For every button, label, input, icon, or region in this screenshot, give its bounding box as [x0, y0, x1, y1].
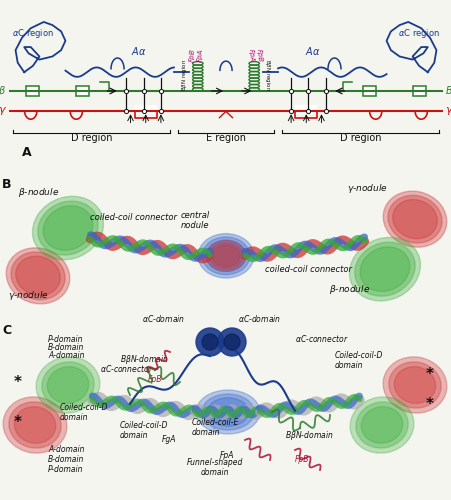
Text: B$\beta$N region: B$\beta$N region — [262, 59, 271, 92]
Text: $\alpha$C-connector: $\alpha$C-connector — [295, 333, 348, 344]
Text: FpB: FpB — [295, 455, 309, 464]
Text: FpA: FpA — [220, 451, 234, 460]
Text: $\gamma$-nodule: $\gamma$-nodule — [8, 289, 49, 302]
Ellipse shape — [206, 240, 245, 272]
Ellipse shape — [354, 242, 414, 296]
Ellipse shape — [38, 201, 98, 255]
Ellipse shape — [393, 366, 435, 404]
Text: coiled-coil connector: coiled-coil connector — [264, 266, 351, 274]
Text: C: C — [2, 324, 11, 337]
Ellipse shape — [11, 252, 65, 300]
Ellipse shape — [206, 240, 245, 272]
Text: D region: D region — [70, 133, 112, 143]
Text: *: * — [14, 374, 22, 390]
Text: central
nodule: central nodule — [180, 210, 209, 230]
Text: *: * — [425, 398, 433, 412]
Ellipse shape — [392, 200, 436, 239]
FancyBboxPatch shape — [412, 86, 425, 96]
Text: $\alpha$C region: $\alpha$C region — [397, 27, 439, 40]
Text: FpA: FpA — [247, 48, 254, 62]
Ellipse shape — [208, 242, 243, 269]
Text: FpB: FpB — [188, 48, 195, 62]
Text: A: A — [22, 146, 32, 158]
Ellipse shape — [350, 397, 413, 453]
Text: B$\beta$N region: B$\beta$N region — [180, 59, 189, 92]
Text: B$\beta$: B$\beta$ — [0, 84, 7, 98]
Text: Funnel-shaped
domain: Funnel-shaped domain — [186, 458, 243, 477]
Text: P-domain: P-domain — [48, 335, 83, 344]
Text: A-domain: A-domain — [48, 445, 84, 454]
Text: A$\alpha$: A$\alpha$ — [304, 45, 320, 57]
Ellipse shape — [9, 402, 61, 448]
Text: P-domain: P-domain — [48, 465, 83, 474]
Ellipse shape — [32, 196, 103, 260]
Circle shape — [217, 328, 245, 356]
FancyBboxPatch shape — [76, 86, 89, 96]
Text: $\gamma$: $\gamma$ — [444, 106, 451, 118]
Ellipse shape — [3, 397, 67, 453]
Text: $\gamma$-nodule: $\gamma$-nodule — [346, 182, 387, 196]
Circle shape — [196, 328, 224, 356]
Circle shape — [202, 334, 217, 350]
Text: B-domain: B-domain — [48, 343, 84, 352]
FancyBboxPatch shape — [26, 86, 39, 96]
Text: A$\alpha$: A$\alpha$ — [131, 45, 147, 57]
Text: *: * — [14, 414, 22, 430]
Ellipse shape — [207, 398, 248, 426]
Ellipse shape — [42, 362, 94, 408]
Text: $\beta$-nodule: $\beta$-nodule — [18, 186, 59, 198]
Ellipse shape — [202, 237, 249, 275]
Text: E region: E region — [206, 133, 245, 143]
Text: FgA: FgA — [161, 435, 176, 444]
Ellipse shape — [382, 191, 446, 247]
Text: Coiled-coil-E
domain: Coiled-coil-E domain — [192, 418, 239, 437]
FancyBboxPatch shape — [362, 86, 375, 96]
Ellipse shape — [388, 362, 440, 408]
Text: FpB: FpB — [256, 48, 263, 62]
Text: *: * — [425, 368, 433, 382]
Text: $\alpha$C-domain: $\alpha$C-domain — [142, 313, 184, 324]
Ellipse shape — [201, 394, 253, 430]
Text: Coiled-coil-D
domain: Coiled-coil-D domain — [60, 402, 108, 422]
Ellipse shape — [198, 234, 253, 278]
Ellipse shape — [36, 357, 100, 413]
FancyBboxPatch shape — [134, 105, 156, 115]
Text: B$\beta$N-domain: B$\beta$N-domain — [285, 429, 333, 442]
Ellipse shape — [196, 390, 259, 434]
Text: FpA: FpA — [197, 48, 204, 62]
Text: $\gamma$: $\gamma$ — [0, 106, 7, 118]
Text: B$\beta$N-domain: B$\beta$N-domain — [120, 353, 168, 366]
FancyBboxPatch shape — [295, 105, 317, 115]
Ellipse shape — [359, 247, 409, 292]
Text: coiled-coil connector: coiled-coil connector — [90, 214, 177, 222]
Ellipse shape — [387, 196, 441, 243]
Ellipse shape — [349, 238, 419, 301]
Ellipse shape — [360, 406, 402, 444]
Text: FpB: FpB — [147, 375, 162, 384]
Circle shape — [224, 334, 239, 350]
Text: $\beta$-nodule: $\beta$-nodule — [328, 284, 369, 296]
Text: A-domain: A-domain — [48, 351, 84, 360]
Text: $\alpha$C region: $\alpha$C region — [12, 27, 54, 40]
Ellipse shape — [382, 357, 446, 413]
Text: B: B — [2, 178, 11, 191]
Ellipse shape — [6, 248, 69, 304]
Ellipse shape — [14, 406, 55, 444]
Text: $\alpha$C-connector: $\alpha$C-connector — [100, 363, 153, 374]
Text: D region: D region — [339, 133, 381, 143]
Text: Coiled-coil-D
domain: Coiled-coil-D domain — [334, 350, 382, 370]
Text: $\alpha$C-domain: $\alpha$C-domain — [238, 313, 281, 324]
Ellipse shape — [47, 366, 88, 404]
Text: B-domain: B-domain — [48, 455, 84, 464]
Ellipse shape — [43, 206, 92, 250]
Ellipse shape — [355, 402, 407, 448]
Ellipse shape — [16, 256, 60, 296]
Text: Coiled-coil-D
domain: Coiled-coil-D domain — [120, 420, 168, 440]
Text: B$\beta$: B$\beta$ — [444, 84, 451, 98]
Ellipse shape — [212, 245, 239, 266]
